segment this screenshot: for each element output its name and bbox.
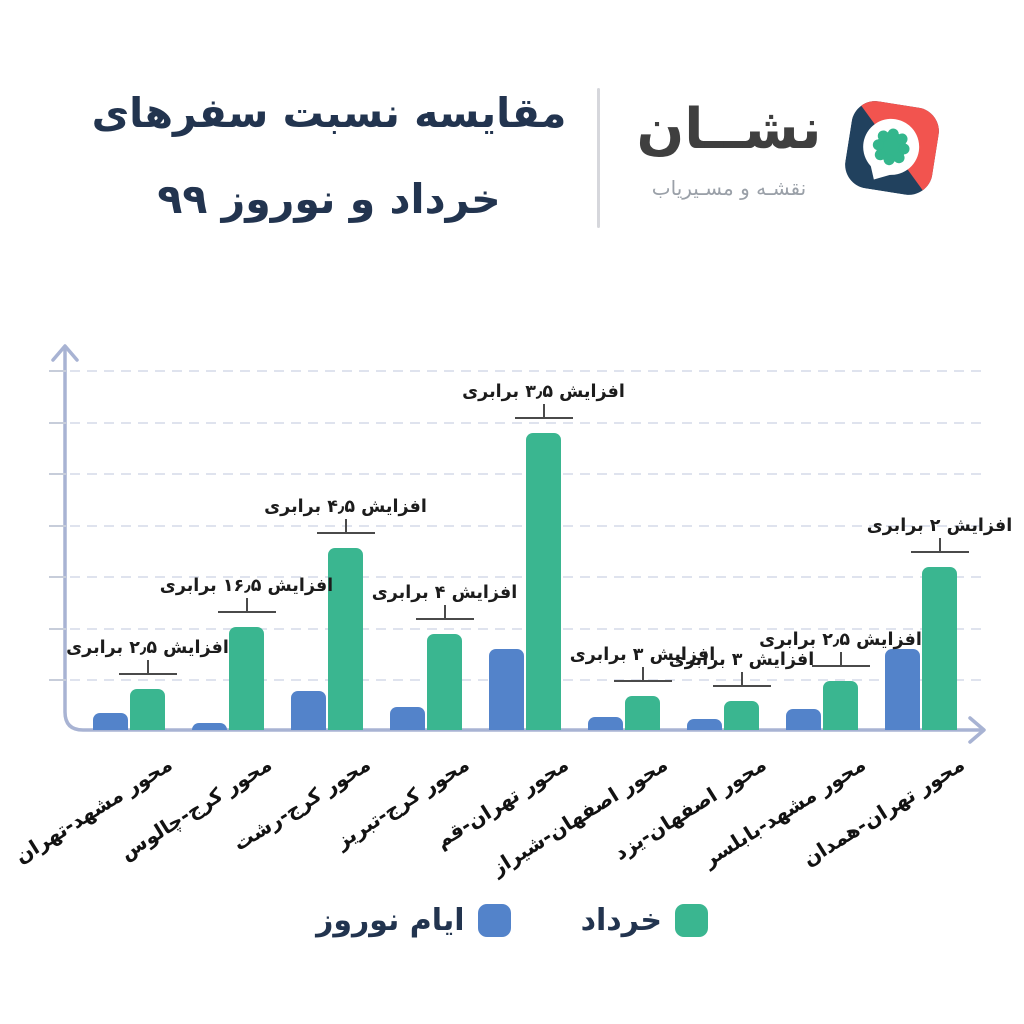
annotation-line (415, 618, 474, 620)
increase-annotation-text: افزایش ۳ برابری (569, 645, 716, 665)
gridline (70, 370, 983, 372)
grid-tick (49, 679, 66, 681)
gridline (70, 421, 983, 424)
grid-tick (49, 524, 66, 527)
legend-item-khordad: خرداد (581, 904, 708, 937)
header-divider (597, 88, 600, 228)
increase-annotation-7: افزایش ۲٫۵ برابری (731, 628, 951, 667)
annotation-tick (443, 605, 446, 618)
annotation-line (712, 685, 771, 687)
y-axis-line (63, 348, 983, 732)
annotation-tick (641, 667, 644, 680)
logo-name: نشــان (636, 97, 822, 162)
neshan-map-pin-icon (841, 97, 943, 199)
grid-tick (49, 421, 66, 424)
bar-khordad-7 (823, 681, 858, 730)
chart-legend: خرداد ایام نوروز (0, 904, 1024, 937)
increase-annotation-3: افزایش ۴ برابری (335, 581, 555, 620)
increase-annotation-6: افزایش ۳ برابری (632, 648, 852, 687)
page-title-line2: خرداد و نوروز ۹۹ (157, 175, 501, 223)
increase-annotation-1: افزایش ۱۶٫۵ برابری (137, 574, 357, 613)
increase-annotation-text: افزایش ۳ برابری (668, 650, 815, 670)
bar-khordad-3 (427, 634, 462, 730)
khordad-color-swatch (674, 904, 708, 937)
grid-tick (49, 576, 66, 578)
annotation-line (910, 551, 969, 553)
increase-annotation-8: افزایش ۲ برابری (830, 514, 1024, 553)
increase-annotation-text: افزایش ۲٫۵ برابری (66, 638, 229, 658)
annotation-line (514, 417, 573, 419)
annotation-tick (542, 404, 545, 417)
annotation-line (118, 673, 177, 675)
bar-chart: افزایش ۲٫۵ برابری افزایش ۱۶٫۵ برابری افز… (0, 300, 1024, 880)
annotation-tick (245, 598, 248, 611)
increase-annotation-text: افزایش ۲ برابری (866, 516, 1013, 536)
grid-tick (49, 473, 66, 475)
increase-annotation-5: افزایش ۳ برابری (533, 643, 753, 682)
neshan-logo: نشــان نقشـه و مسـیریاب (622, 92, 952, 222)
bar-nowruz-7 (786, 709, 821, 730)
increase-annotation-0: افزایش ۲٫۵ برابری (38, 636, 258, 675)
legend-item-nowruz: ایام نوروز (316, 904, 511, 937)
annotation-line (613, 680, 672, 682)
bar-khordad-4 (526, 433, 561, 730)
chart-axes (51, 344, 986, 744)
nowruz-color-swatch (477, 904, 511, 937)
increase-annotation-2: افزایش ۴٫۵ برابری (236, 495, 456, 534)
annotation-line (811, 665, 870, 667)
bar-khordad-2 (328, 548, 363, 730)
annotation-tick (740, 672, 743, 685)
bar-khordad-0 (130, 689, 165, 730)
bar-nowruz-8 (885, 649, 920, 730)
bar-nowruz-3 (390, 707, 425, 730)
grid-tick (49, 627, 66, 630)
increase-annotation-text: افزایش ۴ برابری (371, 583, 518, 603)
logo-tagline: نقشـه و مسـیریاب (651, 176, 807, 200)
y-axis-arrow-icon (51, 344, 79, 362)
bar-khordad-8 (922, 567, 957, 730)
increase-annotation-text: افزایش ۱۶٫۵ برابری (159, 576, 334, 596)
bar-nowruz-2 (291, 691, 326, 730)
bar-nowruz-6 (687, 719, 722, 730)
annotation-tick (938, 538, 941, 551)
bar-nowruz-0 (93, 713, 128, 730)
page-title: مقایسه نسبت سفرهای خرداد و نوروز ۹۹ (88, 70, 570, 242)
annotation-line (217, 611, 276, 613)
legend-label-nowruz: ایام نوروز (316, 903, 465, 938)
annotation-tick (839, 652, 842, 665)
bar-nowruz-5 (588, 717, 623, 730)
bar-khordad-1 (229, 627, 264, 730)
x-axis-arrow-icon (968, 716, 986, 744)
grid-tick (49, 370, 66, 372)
increase-annotation-text: افزایش ۴٫۵ برابری (264, 497, 427, 517)
bar-khordad-6 (724, 701, 759, 730)
annotation-tick (344, 519, 347, 532)
annotation-tick (146, 660, 149, 673)
legend-label-khordad: خرداد (580, 903, 662, 938)
increase-annotation-4: افزایش ۳٫۵ برابری (434, 380, 654, 419)
increase-annotation-text: افزایش ۲٫۵ برابری (759, 630, 922, 650)
page-title-line1: مقایسه نسبت سفرهای (91, 89, 567, 137)
annotation-line (316, 532, 375, 534)
bar-khordad-5 (625, 696, 660, 730)
bar-nowruz-1 (192, 723, 227, 730)
bar-nowruz-4 (489, 649, 524, 730)
increase-annotation-text: افزایش ۳٫۵ برابری (462, 382, 625, 402)
